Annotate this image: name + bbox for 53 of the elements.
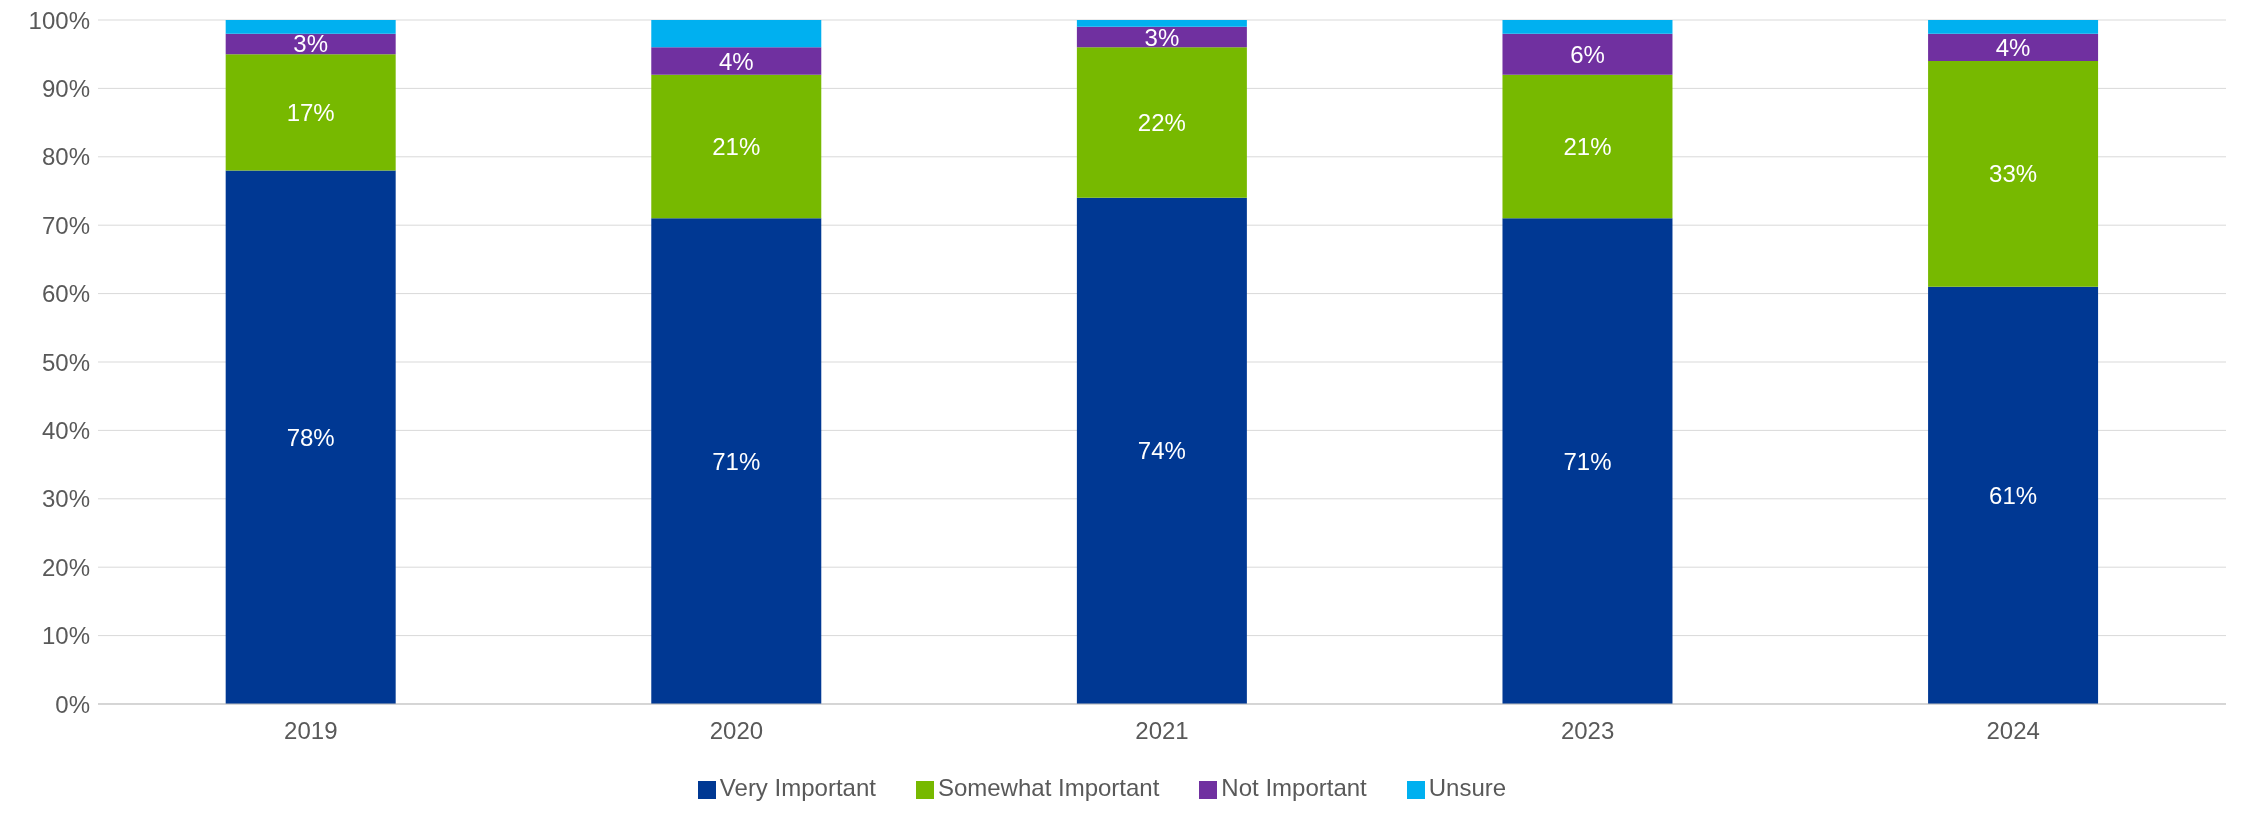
legend-label: Very Important <box>719 774 876 801</box>
y-tick-label: 100% <box>28 6 90 34</box>
bar <box>651 218 822 704</box>
bar <box>225 170 396 704</box>
bar <box>1076 47 1247 198</box>
bar <box>1928 286 2099 704</box>
bar <box>1076 20 1247 27</box>
x-tick-label: 2023 <box>1560 717 1615 745</box>
x-tick-label: 2020 <box>709 717 764 745</box>
bar <box>225 20 396 34</box>
data-label: 74% <box>1137 437 1186 465</box>
data-label: 3% <box>1144 23 1180 51</box>
bar <box>1502 74 1673 219</box>
bar <box>651 47 822 75</box>
bar <box>1502 20 1673 34</box>
bar <box>1928 33 2099 62</box>
data-label: 61% <box>1989 481 2038 509</box>
y-tick-label: 90% <box>41 74 90 102</box>
y-tick-label: 70% <box>41 211 90 239</box>
y-tick-label: 80% <box>41 143 90 171</box>
bar <box>651 20 822 48</box>
x-tick-label: 2021 <box>1135 717 1189 745</box>
bar <box>225 54 396 171</box>
data-label: 21% <box>1563 133 1612 161</box>
legend-label: Not Important <box>1221 774 1367 801</box>
bar <box>1502 33 1673 75</box>
y-tick-label: 20% <box>41 553 90 581</box>
bar <box>1928 61 2099 287</box>
legend-label: Unsure <box>1428 774 1507 801</box>
data-label: 78% <box>286 423 335 451</box>
x-tick-label: 2024 <box>1986 717 2040 745</box>
data-label: 22% <box>1137 109 1186 137</box>
y-tick-label: 0% <box>55 690 90 718</box>
y-tick-label: 60% <box>41 280 90 308</box>
y-tick-label: 40% <box>41 416 90 444</box>
data-label: 6% <box>1570 40 1605 68</box>
data-label: 71% <box>712 447 761 475</box>
data-label: 17% <box>286 98 335 126</box>
x-tick-label: 2019 <box>284 717 338 745</box>
data-label: 4% <box>1995 33 2031 61</box>
y-tick-label: 30% <box>41 485 90 513</box>
data-label: 21% <box>712 133 761 161</box>
y-tick-label: 50% <box>41 348 90 376</box>
y-tick-label: 10% <box>41 622 90 650</box>
data-label: 3% <box>293 30 329 58</box>
data-label: 33% <box>1989 160 2038 188</box>
bar <box>1502 218 1673 704</box>
bar <box>651 74 822 219</box>
bar <box>1928 20 2099 34</box>
data-label: 71% <box>1563 447 1612 475</box>
bar <box>1076 197 1247 704</box>
data-label: 4% <box>718 47 754 75</box>
legend-label: Somewhat Important <box>937 774 1160 801</box>
